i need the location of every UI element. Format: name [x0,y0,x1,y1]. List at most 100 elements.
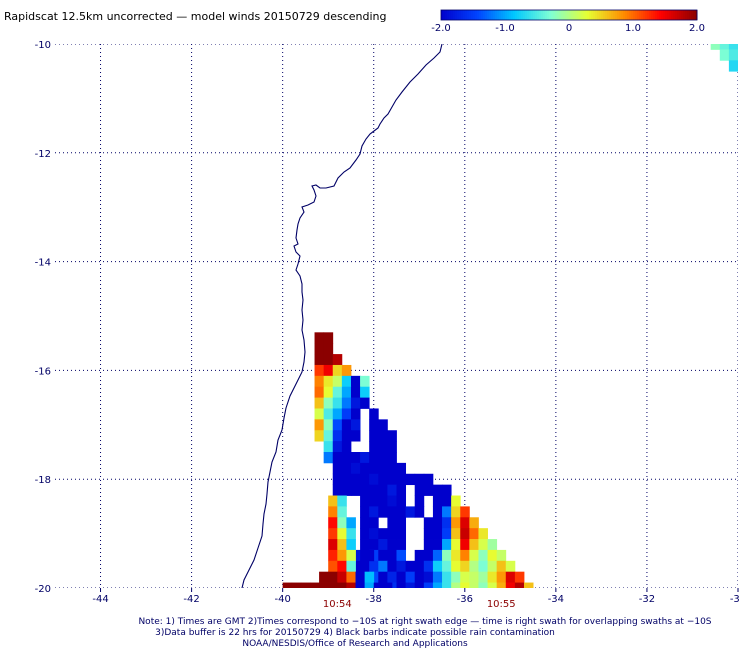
wind-cell [332,386,343,398]
wind-cell [323,430,334,442]
colorbar-tick-label: -1.0 [495,23,515,34]
wind-cell [405,582,416,588]
colorbar-swatch [627,10,630,20]
wind-cell [350,419,361,431]
wind-cell [469,528,479,540]
colorbar-swatch [557,10,560,20]
colorbar-swatch [527,10,530,20]
colorbar-swatch [469,10,472,20]
wind-cell [487,539,498,551]
wind-cell [514,582,525,588]
wind-cell [360,452,370,464]
colorbar-swatch [583,10,586,20]
wind-cell [323,332,334,344]
wind-cell [369,452,379,464]
colorbar: -2.0 -1.0 0 1.0 2.0 [431,9,705,34]
wind-cell [378,441,388,453]
wind-cell [469,517,479,529]
wind-cell [478,560,488,573]
wind-cell [378,452,388,464]
wind-cell [350,430,361,442]
colorbar-swatch [695,10,698,20]
wind-cell [387,517,397,529]
wind-cell [360,517,370,529]
wind-cell [364,571,375,583]
wind-cell [460,506,470,518]
wind-cell [405,506,416,518]
wind-cell [378,560,388,573]
wind-cell [328,560,338,573]
wind-cell [323,419,334,431]
wind-cell [360,484,370,496]
wind-cell [332,419,343,431]
wind-cell [332,408,343,420]
colorbar-swatch [651,10,654,20]
colorbar-swatch [623,10,626,20]
wind-cell [505,582,516,588]
colorbar-swatch [637,10,640,20]
wind-cell [314,332,325,344]
wind-cell [369,419,379,431]
wind-cell [423,528,434,540]
colorbar-swatch [575,10,578,20]
colorbar-swatch [679,10,682,20]
colorbar-swatch [571,10,574,20]
wind-cell [369,473,379,486]
wind-cell [469,539,479,551]
wind-cell [432,528,443,540]
wind-cell [387,473,397,486]
colorbar-swatch [497,10,500,20]
wind-cell [369,517,379,529]
colorbar-swatch [565,10,568,20]
wind-cell [414,560,425,573]
wind-cell [442,549,452,562]
wind-cell [414,484,425,496]
wind-cell [487,582,498,588]
wind-cell [337,549,347,562]
wind-cell [350,397,361,409]
wind-cell [432,517,443,529]
wind-cell [728,44,738,50]
colorbar-swatch [645,10,648,20]
wind-cell [728,60,738,72]
wind-cell [432,539,443,551]
wind-cell [346,549,356,562]
colorbar-swatch [473,10,476,20]
colorbar-swatch [643,10,646,20]
wind-cell [523,582,534,588]
wind-cell [341,419,352,431]
chart-title: Rapidscat 12.5km uncorrected — model win… [4,10,387,23]
wind-cell [469,571,479,583]
colorbar-swatch [523,10,526,20]
colorbar-swatch [455,10,458,20]
colorbar-swatch [499,10,502,20]
wind-cell [396,484,407,496]
wind-cell [373,582,384,588]
wind-cell [396,495,407,507]
colorbar-swatch [663,10,666,20]
wind-cell [432,560,443,573]
colorbar-border [440,9,698,21]
wind-cell [323,375,334,388]
island-marker [7,519,11,523]
wind-cell [451,517,461,529]
colorbar-swatch [541,10,544,20]
colorbar-swatch [539,10,542,20]
x-tick-label: -32 [639,594,655,605]
wind-cell [414,549,425,562]
wind-cell [337,539,347,551]
wind-cell [341,408,352,420]
wind-cell [319,582,329,588]
colorbar-swatch [611,10,614,20]
wind-cell [469,549,479,562]
wind-cell [442,582,452,588]
wind-cell [350,462,361,475]
wind-cell [341,441,352,453]
wind-cell [300,582,311,588]
wind-cell [314,408,325,420]
wind-cell [396,582,407,588]
wind-cell [328,495,338,507]
wind-cell [432,495,443,507]
time-labels: 10:54 10:55 [323,599,516,610]
colorbar-swatch [529,10,532,20]
